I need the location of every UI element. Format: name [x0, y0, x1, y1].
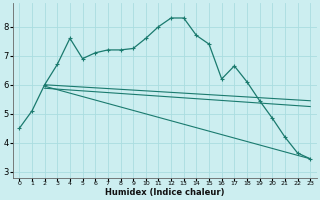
X-axis label: Humidex (Indice chaleur): Humidex (Indice chaleur) [105, 188, 225, 197]
